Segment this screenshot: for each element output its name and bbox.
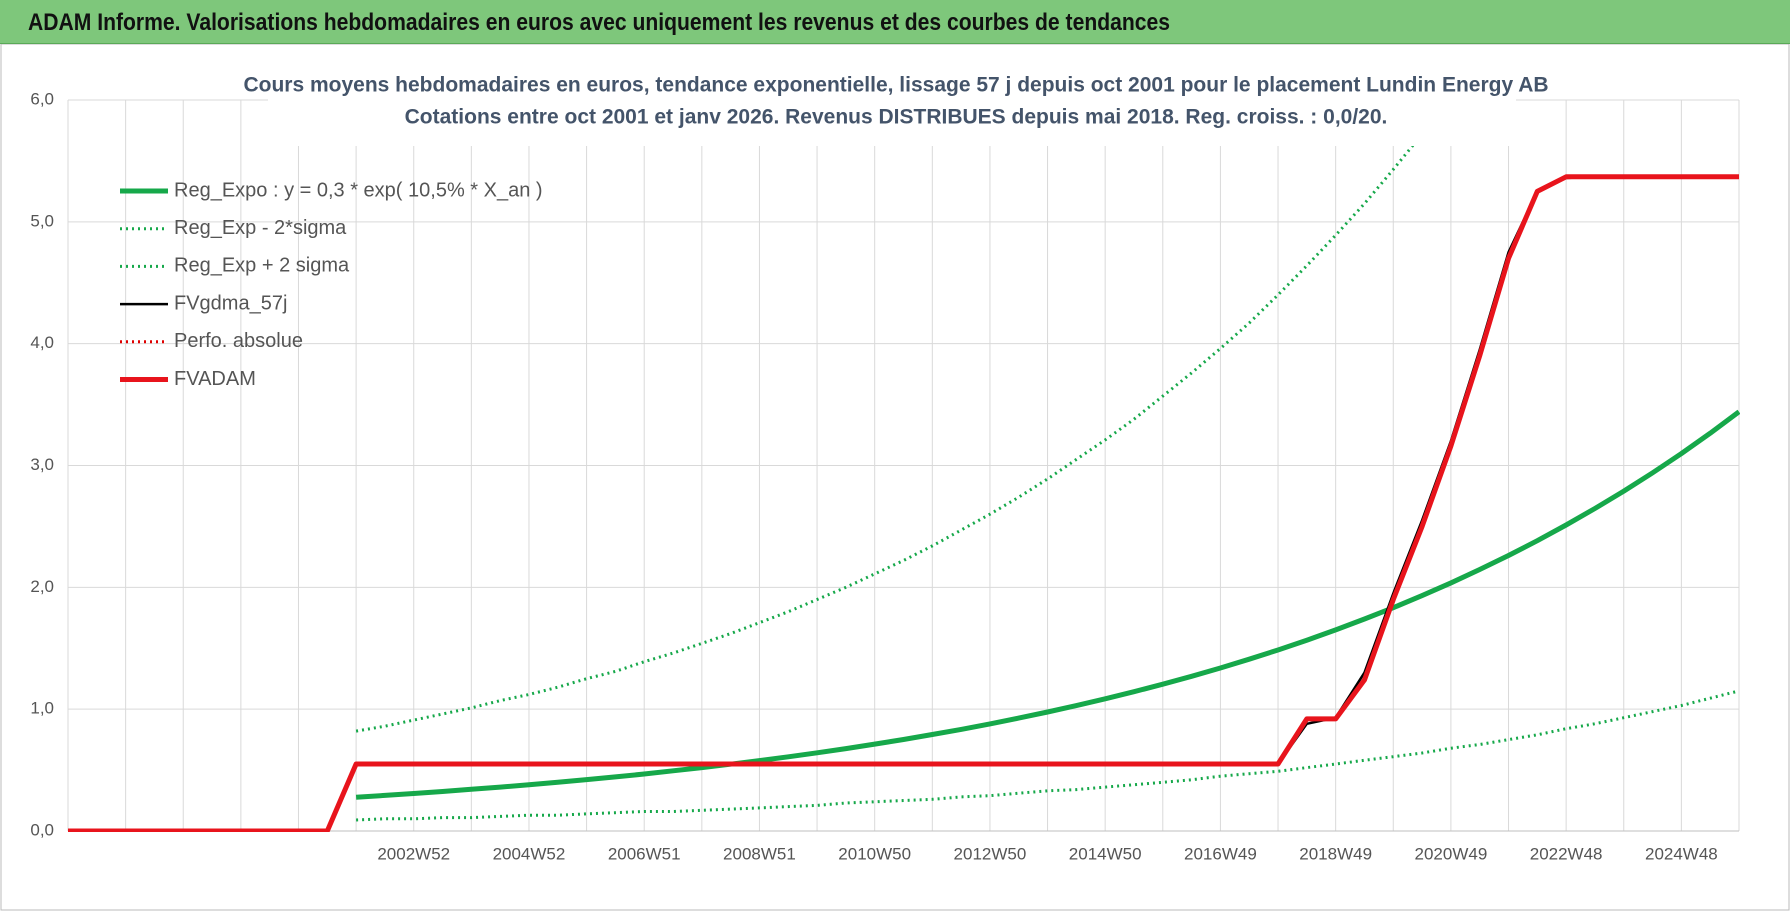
legend-label: Perfo. absolue	[174, 330, 303, 352]
legend-label: FVADAM	[174, 368, 256, 390]
header-title: ADAM Informe. Valorisations hebdomadaire…	[28, 9, 1171, 36]
y-tick-label: 0,0	[30, 820, 54, 839]
x-tick-label: 2008W51	[723, 844, 796, 863]
legend-label: Reg_Exp - 2*sigma	[174, 217, 347, 239]
legend-label: Reg_Expo : y = 0,3 * exp( 10,5% * X_an )	[174, 179, 543, 201]
x-tick-label: 2020W49	[1415, 844, 1488, 863]
title-background	[268, 72, 1516, 146]
series-line	[68, 174, 1739, 832]
x-tick-label: 2002W52	[377, 844, 450, 863]
x-tick-label: 2024W48	[1645, 844, 1718, 863]
header-bar: ADAM Informe. Valorisations hebdomadaire…	[0, 0, 1790, 44]
y-tick-label: 6,0	[30, 89, 54, 108]
chart-subtitle: Cotations entre oct 2001 et janv 2026. R…	[405, 106, 1388, 129]
y-tick-label: 1,0	[30, 699, 54, 718]
chart: Cours moyens hebdomadaires en euros, ten…	[0, 44, 1790, 911]
y-tick-label: 2,0	[30, 577, 54, 596]
x-tick-label: 2022W48	[1530, 844, 1603, 863]
series-line	[355, 409, 1740, 800]
y-tick-label: 5,0	[30, 211, 54, 230]
legend-label: Reg_Exp + 2 sigma	[174, 255, 350, 277]
chart-title: Cours moyens hebdomadaires en euros, ten…	[243, 74, 1548, 97]
x-tick-label: 2004W52	[493, 844, 566, 863]
x-tick-label: 2010W50	[838, 844, 911, 863]
legend-label: FVgdma_57j	[174, 292, 287, 314]
y-tick-label: 3,0	[30, 455, 54, 474]
chart-frame	[0, 44, 1790, 911]
x-tick-label: 2006W51	[608, 844, 681, 863]
x-tick-label: 2018W49	[1299, 844, 1372, 863]
x-tick-label: 2016W49	[1184, 844, 1257, 863]
y-tick-label: 4,0	[30, 333, 54, 352]
x-tick-label: 2014W50	[1069, 844, 1142, 863]
x-tick-label: 2012W50	[954, 844, 1027, 863]
